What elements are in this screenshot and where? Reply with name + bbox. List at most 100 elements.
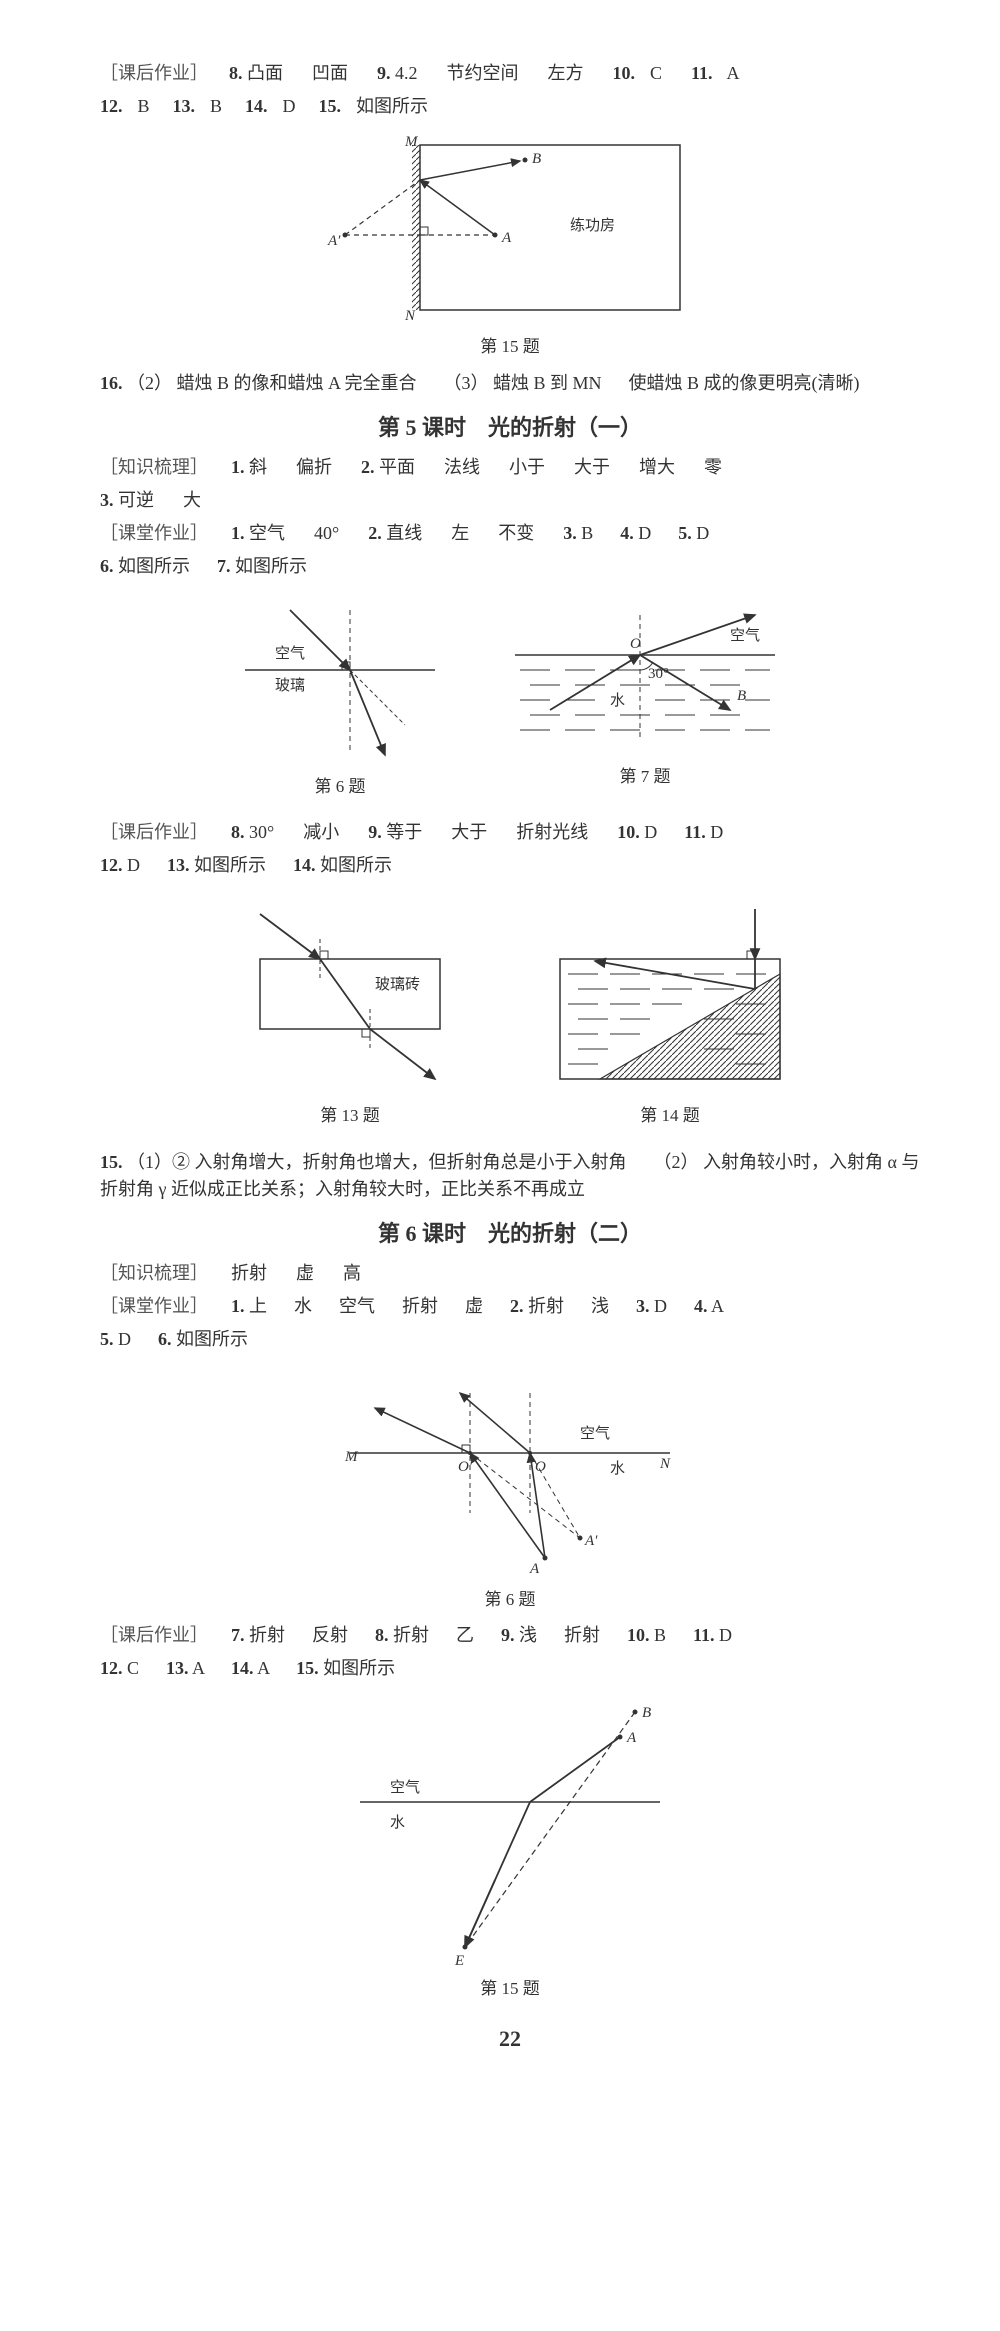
t6kh-8-1: 折射 xyxy=(393,1625,429,1645)
figure-15b: 空气 水 B A E 第 15 题 xyxy=(100,1692,920,2002)
ans-9-3: 左方 xyxy=(548,63,584,83)
figure-15a: M N A A′ B 练功房 第 15 题 xyxy=(100,130,920,360)
label-N: N xyxy=(404,308,416,324)
kt6: 如图所示 xyxy=(118,556,190,576)
fig7-air: 空气 xyxy=(730,627,760,644)
t6kh-9-2: 折射 xyxy=(564,1625,600,1645)
t6kh-8-2: 乙 xyxy=(456,1625,474,1645)
t5kh-line1: ［课后作业］ 8. 30° 减小 9. 等于 大于 折射光线 10. D 11.… xyxy=(100,819,920,846)
t6kh-label: ［课后作业］ xyxy=(100,1625,208,1645)
t5kh-12: D xyxy=(127,855,140,875)
num-9: 9. xyxy=(377,63,391,83)
kt1-2: 40° xyxy=(314,523,339,543)
figure-13: 玻璃砖 第 13 题 xyxy=(220,899,480,1129)
t5kh-11: D xyxy=(710,822,723,842)
ans-12: B xyxy=(138,96,150,116)
t6-zs: ［知识梳理］ 折射 虚 高 xyxy=(100,1260,920,1287)
t6kt1n: 1. xyxy=(231,1296,245,1316)
zs3-2: 大 xyxy=(183,490,201,510)
fig15b-air: 空气 xyxy=(390,1779,420,1796)
num-16: 16. xyxy=(100,373,123,393)
kt5: D xyxy=(696,523,709,543)
t6kh-8n: 8. xyxy=(375,1625,389,1645)
kt3: B xyxy=(581,523,593,543)
fig6b-Op: O′ xyxy=(458,1459,473,1475)
t6kh-13: A xyxy=(192,1658,204,1678)
t5kh-10: D xyxy=(644,822,657,842)
t6kt1-4: 折射 xyxy=(402,1296,438,1316)
figure-14: 第 14 题 xyxy=(540,899,800,1129)
zsml-label: ［知识梳理］ xyxy=(100,457,208,477)
t6kh-12n: 12. xyxy=(100,1658,123,1678)
zs3-1: 可逆 xyxy=(118,490,154,510)
title-5: 第 5 课时 光的折射（一） xyxy=(100,411,920,444)
ans-15: 如图所示 xyxy=(356,96,428,116)
zs2n: 2. xyxy=(361,457,375,477)
t6kt5: D xyxy=(118,1329,131,1349)
kt2n: 2. xyxy=(368,523,382,543)
ans-11: A xyxy=(727,63,740,83)
kt2-3: 不变 xyxy=(498,523,534,543)
figure-6b: M N O′ O A A′ 空气 水 第 6 题 xyxy=(100,1363,920,1613)
fig6b-caption: 第 6 题 xyxy=(485,1587,536,1613)
t5kh-9-3: 折射光线 xyxy=(516,822,588,842)
t6kh-9n: 9. xyxy=(501,1625,515,1645)
t5kh-13: 如图所示 xyxy=(194,855,266,875)
kt6n: 6. xyxy=(100,556,114,576)
t5kh-14: 如图所示 xyxy=(320,855,392,875)
t6-zs-label: ［知识梳理］ xyxy=(100,1263,208,1283)
ans-9-1: 4.2 xyxy=(395,63,418,83)
t6kh-14: A xyxy=(257,1658,269,1678)
zs2-6: 零 xyxy=(704,457,722,477)
kt2-2: 左 xyxy=(451,523,469,543)
t6kt5n: 5. xyxy=(100,1329,114,1349)
t6kh-10n: 10. xyxy=(627,1625,650,1645)
t6kh-15n: 15. xyxy=(296,1658,319,1678)
num-13: 13. xyxy=(173,96,196,116)
kt5n: 5. xyxy=(678,523,692,543)
t5kh-line2: 12. D 13. 如图所示 14. 如图所示 xyxy=(100,852,920,879)
fig6-glass: 玻璃 xyxy=(275,677,305,694)
t6-kt2: 5. D 6. 如图所示 xyxy=(100,1326,920,1353)
q16-line: 16. （2） 蜡烛 B 的像和蜡烛 A 完全重合 （3） 蜡烛 B 到 MN … xyxy=(100,370,920,397)
zs1n: 1. xyxy=(231,457,245,477)
q15-p1l: （1）② xyxy=(127,1152,190,1172)
num-8: 8. xyxy=(229,63,243,83)
q16-p2: 蜡烛 B 的像和蜡烛 A 完全重合 xyxy=(177,373,417,393)
t6kh-7-2: 反射 xyxy=(312,1625,348,1645)
kt4: D xyxy=(638,523,651,543)
t5kh-12n: 12. xyxy=(100,855,123,875)
t6zs3: 高 xyxy=(343,1263,361,1283)
t5kh-9n: 9. xyxy=(368,822,382,842)
ans-10: C xyxy=(650,63,662,83)
figure-6: 空气 玻璃 第 6 题 xyxy=(235,600,445,800)
t6kh-12: C xyxy=(127,1658,139,1678)
zs1-1: 斜 xyxy=(249,457,267,477)
fig15b-caption: 第 15 题 xyxy=(480,1976,540,2002)
t6-kt1: ［课堂作业］ 1. 上 水 空气 折射 虚 2. 折射 浅 3. D 4. A xyxy=(100,1293,920,1320)
t5kh-8n: 8. xyxy=(231,822,245,842)
t5kh-14n: 14. xyxy=(293,855,316,875)
t6kt6n: 6. xyxy=(158,1329,172,1349)
t6kt4: A xyxy=(711,1296,724,1316)
t6kt3: D xyxy=(654,1296,667,1316)
q16-p3l: （3） xyxy=(444,373,489,393)
fig6b-M: M xyxy=(344,1449,359,1465)
label-A: A xyxy=(501,230,512,246)
t6kt2-2: 浅 xyxy=(591,1296,609,1316)
kt3n: 3. xyxy=(563,523,577,543)
t5kh-8-1: 30° xyxy=(249,822,274,842)
fig14-caption: 第 14 题 xyxy=(640,1103,700,1129)
room-label: 练功房 xyxy=(570,217,615,234)
fig-row-13-14: 玻璃砖 第 13 题 xyxy=(100,889,920,1139)
ans-13: B xyxy=(210,96,222,116)
fig7-O: O xyxy=(630,636,641,652)
zs2-4: 大于 xyxy=(574,457,610,477)
fig15a-caption: 第 15 题 xyxy=(480,334,540,360)
q16-p3-1: 蜡烛 B 到 MN xyxy=(493,373,602,393)
t6kh-line2: 12. C 13. A 14. A 15. 如图所示 xyxy=(100,1655,920,1682)
t5-kt2: 6. 如图所示 7. 如图所示 xyxy=(100,553,920,580)
t5-zs1: ［知识梳理］ 1. 斜 偏折 2. 平面 法线 小于 大于 增大 零 xyxy=(100,454,920,481)
fig6-air: 空气 xyxy=(275,645,305,662)
ans-9-2: 节约空间 xyxy=(447,63,519,83)
